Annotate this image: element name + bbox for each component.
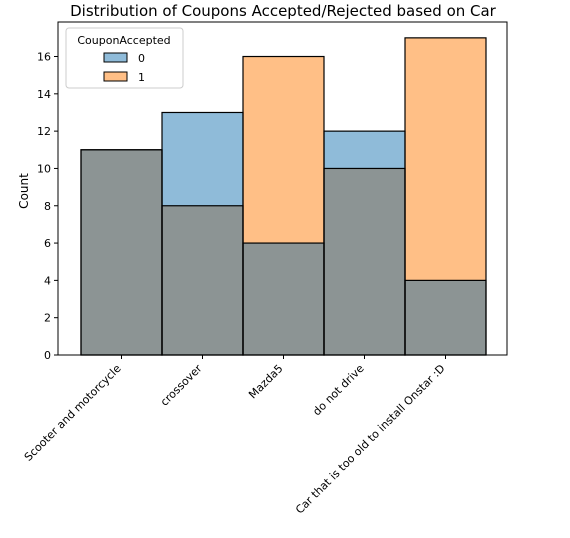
y-tick-label: 8: [44, 200, 51, 213]
legend-title: CouponAccepted: [77, 34, 170, 47]
y-axis-label: Count: [17, 173, 31, 209]
legend-label-1: 1: [138, 71, 145, 84]
y-tick-label: 12: [37, 125, 51, 138]
axes-frame: [57, 21, 508, 356]
bar-overlap: [81, 149, 162, 355]
y-tick-label: 6: [44, 237, 51, 250]
x-tick-label: Scooter and motorcycle: [22, 362, 124, 464]
bar-overlap: [405, 280, 486, 355]
y-tick-label: 4: [44, 274, 51, 287]
legend-swatch-0: [103, 52, 128, 63]
legend-label-0: 0: [138, 52, 145, 65]
y-tick-label: 10: [37, 162, 51, 175]
y-tick-label: 2: [44, 312, 51, 325]
bar-overlap: [324, 168, 405, 355]
chart-title: Distribution of Coupons Accepted/Rejecte…: [70, 2, 497, 20]
x-tick-label: do not drive: [310, 362, 366, 418]
x-tick-label: crossover: [158, 362, 205, 409]
y-tick-label: 0: [44, 349, 51, 362]
y-tick-label: 14: [37, 88, 51, 101]
bar-overlap: [243, 243, 324, 355]
legend: CouponAccepted 0 1: [65, 27, 184, 89]
y-tick-label: 16: [37, 51, 51, 64]
bar-overlap: [162, 205, 243, 355]
x-tick-label: Mazda5: [246, 362, 285, 401]
legend-swatch-1: [103, 71, 128, 82]
x-tick-label: Car that is too old to install Onstar :D: [293, 362, 448, 517]
